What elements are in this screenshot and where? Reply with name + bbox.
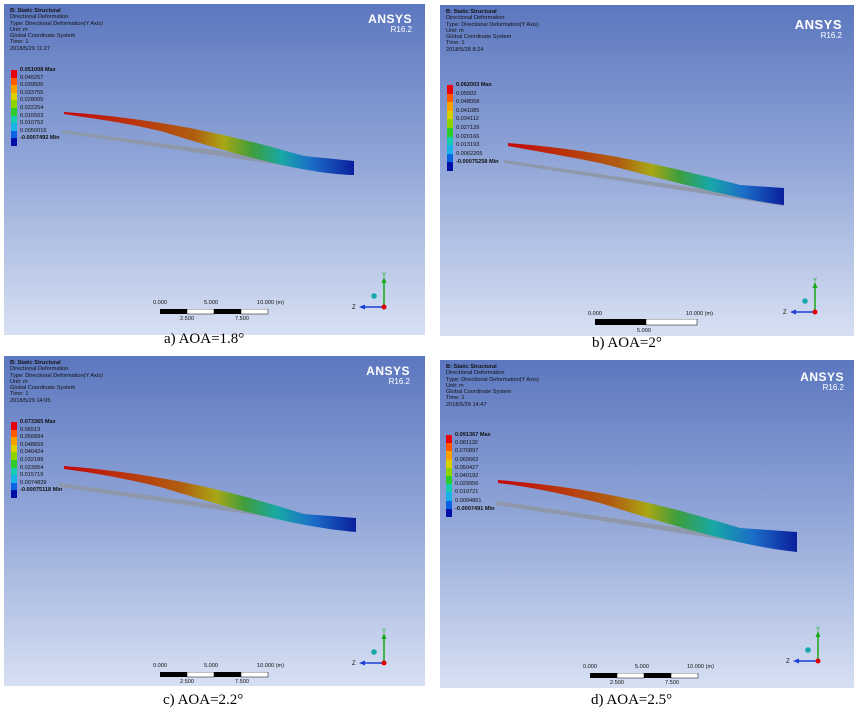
result-header: B: Static Structural Directional Deforma… — [10, 8, 103, 52]
ansys-logo: ANSYS R16.2 — [800, 370, 844, 392]
deformed-blade — [508, 143, 784, 205]
deformed-blade — [498, 480, 797, 552]
result-header: B: Static Structural Directional Deforma… — [446, 9, 539, 53]
deformed-blade-plot — [62, 112, 354, 175]
ansys-logo: ANSYS R16.2 — [368, 12, 412, 34]
deformed-blade-plot — [496, 480, 797, 552]
z-axis-label: Z — [352, 661, 356, 667]
z-axis-label: Z — [783, 310, 787, 316]
deformed-blade — [64, 112, 354, 175]
axis-triad: Y Z — [786, 627, 821, 665]
ansys-logo: ANSYS R16.2 — [366, 364, 410, 386]
viewport-panel-d[interactable]: B: Static Structural Directional Deforma… — [440, 360, 854, 688]
viewport-panel-a[interactable]: B: Static Structural Directional Deforma… — [4, 4, 425, 335]
deformed-blade-plot — [59, 466, 356, 532]
caption-a: a) AOA=1.8° — [164, 331, 245, 347]
result-header: B: Static Structural Directional Deforma… — [10, 360, 103, 404]
undeformed-blade — [496, 501, 792, 550]
deformed-blade — [64, 466, 356, 532]
axis-triad: Y Z — [352, 273, 387, 311]
axis-triad: Y Z — [352, 629, 387, 667]
undeformed-blade — [504, 160, 784, 206]
ansys-logo: ANSYS R16.2 — [794, 17, 842, 40]
result-header: B: Static Structural Directional Deforma… — [446, 364, 539, 408]
y-axis-label: Y — [816, 627, 820, 633]
y-axis-label: Y — [813, 278, 817, 284]
caption-b: b) AOA=2° — [592, 335, 662, 351]
y-axis-label: Y — [382, 273, 386, 279]
y-axis-label: Y — [382, 629, 386, 635]
z-axis-label: Z — [786, 659, 790, 665]
axis-triad: Y Z — [783, 278, 818, 316]
viewport-panel-c[interactable]: B: Static Structural Directional Deforma… — [4, 356, 425, 686]
caption-c: c) AOA=2.2° — [163, 692, 244, 708]
viewport-panel-b[interactable]: B: Static Structural Directional Deforma… — [440, 5, 854, 336]
z-axis-label: Z — [352, 305, 356, 311]
caption-d: d) AOA=2.5° — [591, 692, 673, 708]
deformed-blade-plot — [504, 143, 784, 206]
